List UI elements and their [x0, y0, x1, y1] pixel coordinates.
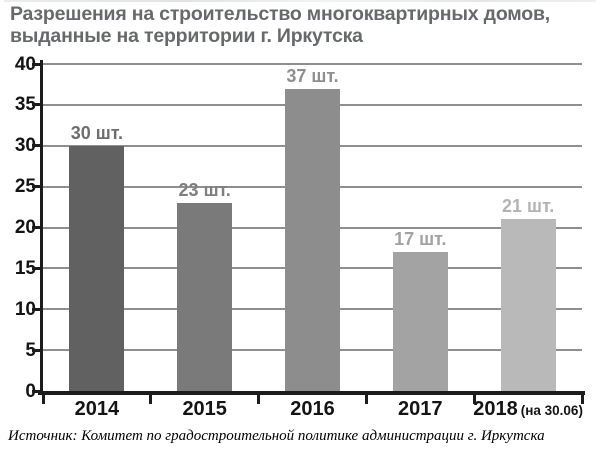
y-axis-label-40: 40 — [14, 53, 36, 75]
y-axis-label-15: 15 — [14, 257, 36, 279]
y-axis-label-25: 25 — [14, 176, 36, 198]
y-axis-line — [40, 60, 43, 395]
bar-value-label-2017: 17 шт. — [394, 229, 447, 250]
y-axis-tick-10 — [32, 307, 40, 311]
x-axis-label-2018: 2018 (на 30.06) — [418, 397, 600, 423]
chart-title-line1: Разрешения на строительство многоквартир… — [10, 3, 550, 25]
x-axis-year: 2016 — [290, 398, 335, 420]
y-axis-label-0: 0 — [25, 380, 36, 402]
y-axis-tick-40 — [32, 62, 40, 66]
x-axis-tick-0 — [41, 391, 45, 404]
y-axis-tick-5 — [32, 348, 40, 352]
torn-paper-edge — [4, 0, 596, 2]
x-axis-tick-5 — [580, 391, 584, 404]
gridline-40 — [43, 63, 582, 65]
bar-value-label-2015: 23 шт. — [178, 179, 231, 200]
y-axis-tick-30 — [32, 144, 40, 148]
bar-2018 — [500, 219, 556, 391]
x-axis-line — [38, 391, 585, 395]
y-axis-tick-20 — [32, 226, 40, 229]
chart-title-line2: выданные на территории г. Иркутска — [10, 24, 363, 47]
x-axis-year: 2014 — [74, 398, 120, 420]
x-axis-tick-1 — [149, 391, 153, 404]
x-axis-tick-4 — [472, 391, 476, 404]
y-axis-label-30: 30 — [14, 135, 36, 157]
bar-value-label-2016: 37 шт. — [286, 65, 339, 86]
y-axis-label-35: 35 — [14, 94, 36, 116]
x-axis-label-2015: 2015 — [95, 397, 315, 422]
y-axis-tick-0 — [32, 389, 40, 393]
x-axis-year: 2017 — [398, 398, 443, 420]
plot-area: 30 шт. 23 шт. 37 шт. 17 шт. 21 шт. — [43, 63, 582, 391]
bar-value-label-2014: 30 шт. — [70, 122, 124, 143]
y-axis-label-10: 10 — [14, 298, 36, 320]
x-axis-year: 2018 — [473, 398, 518, 420]
bar-2015 — [177, 202, 233, 391]
y-axis-label-20: 20 — [14, 217, 36, 238]
y-axis-label-5: 5 — [25, 339, 36, 361]
x-axis-label-2017: 2017 — [310, 397, 530, 422]
y-axis-tick-25 — [32, 185, 40, 189]
bar-2017 — [392, 252, 448, 391]
y-axis-tick-35 — [32, 103, 40, 107]
x-axis-year: 2015 — [182, 398, 227, 420]
chart-title: Разрешения на строительство многоквартир… — [10, 3, 596, 47]
bar-value-label-2018: 21 шт. — [501, 196, 555, 217]
source-note: Источник: Комитет по градостроительной п… — [8, 428, 545, 444]
x-axis-tick-2 — [257, 391, 261, 404]
x-axis-label-suffix: (на 30.06) — [520, 403, 583, 418]
x-axis-label-2014: 2014 — [0, 397, 207, 422]
y-axis-tick-15 — [32, 266, 40, 270]
bar-2014 — [69, 145, 125, 391]
bar-2016 — [285, 88, 340, 391]
x-axis-tick-3 — [364, 391, 368, 404]
x-axis-label-2016: 2016 — [203, 397, 423, 422]
